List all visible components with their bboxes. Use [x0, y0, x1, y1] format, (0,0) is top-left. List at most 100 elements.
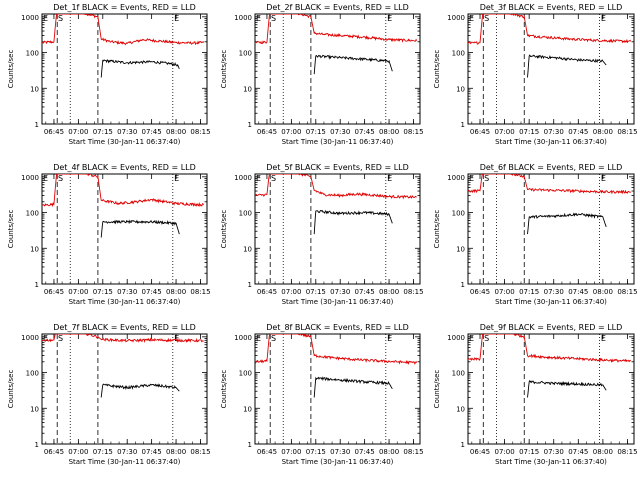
x-tick-label: 06:45 [470, 288, 490, 296]
y-axis-label: Counts/sec [7, 370, 15, 409]
y-tick-label: 10 [30, 405, 39, 413]
x-tick-label: 08:15 [403, 448, 423, 456]
x-tick-label: 07:45 [355, 128, 375, 136]
marker-label: E [387, 334, 392, 343]
y-axis-label: Counts/sec [433, 50, 441, 89]
lld-rate-line [468, 14, 632, 45]
chart-panel-7: Det_7f BLACK = Events, RED = LLD 1 10 100 10… [7, 323, 211, 466]
x-tick-label: 08:15 [190, 128, 210, 136]
events-rate-line [527, 54, 607, 78]
x-tick-label: 08:00 [166, 128, 186, 136]
y-axis-label: Counts/sec [7, 210, 15, 249]
y-tick-label: 1 [461, 441, 465, 449]
x-tick-label: 07:15 [519, 448, 539, 456]
y-tick-label: 10 [30, 245, 39, 253]
chart-title: Det_6f BLACK = Events, RED = LLD [480, 163, 623, 172]
y-tick-label: 100 [239, 50, 252, 58]
y-tick-label: 100 [452, 210, 465, 218]
x-tick-label: 07:00 [68, 128, 88, 136]
x-tick-label: 07:15 [93, 448, 113, 456]
plot-frame [467, 173, 635, 285]
marker-label: S [58, 14, 63, 23]
x-tick-label: 07:30 [544, 288, 564, 296]
y-tick-label: 100 [239, 370, 252, 378]
x-tick-label: 07:00 [494, 128, 514, 136]
x-tick-label: 07:45 [355, 288, 375, 296]
y-tick-label: 1 [248, 281, 252, 289]
lld-rate-line [255, 174, 417, 200]
plot-frame [254, 13, 421, 125]
x-tick-label: 07:00 [68, 288, 88, 296]
y-tick-label: 1 [461, 121, 465, 129]
chart-panel-2: Det_2f BLACK = Events, RED = LLD 1 10 100 10… [220, 3, 424, 146]
y-tick-label: 1000 [447, 174, 465, 182]
marker-label: S [271, 14, 276, 23]
y-axis-label: Counts/sec [7, 50, 15, 89]
y-tick-label: 1 [248, 121, 252, 129]
x-tick-label: 08:00 [593, 448, 613, 456]
x-tick-label: 07:45 [142, 288, 162, 296]
y-tick-label: 10 [456, 405, 465, 413]
y-tick-label: 1000 [447, 334, 465, 342]
x-tick-label: 07:00 [281, 128, 301, 136]
x-tick-label: 07:30 [117, 128, 137, 136]
y-tick-label: 1000 [21, 334, 39, 342]
x-tick-label: 06:45 [470, 128, 490, 136]
x-tick-label: 08:15 [190, 288, 210, 296]
chart-title: Det_7f BLACK = Events, RED = LLD [53, 323, 196, 332]
marker-label: E [601, 334, 606, 343]
x-tick-label: 07:45 [568, 448, 588, 456]
y-tick-label: 10 [243, 85, 252, 93]
x-tick-label: 06:45 [44, 288, 64, 296]
x-tick-label: 06:45 [470, 448, 490, 456]
marker-label: S [58, 174, 63, 183]
y-tick-label: 100 [452, 370, 465, 378]
marker-label: E [256, 334, 261, 343]
x-tick-label: 08:15 [403, 128, 423, 136]
x-tick-label: 06:45 [257, 128, 277, 136]
events-rate-line [313, 376, 393, 398]
marker-label: E [387, 174, 392, 183]
x-tick-label: 06:45 [44, 448, 64, 456]
x-tick-label: 07:30 [544, 448, 564, 456]
y-tick-label: 1 [35, 121, 39, 129]
y-tick-label: 100 [26, 370, 39, 378]
x-axis-label: Start Time (30-Jan-11 06:37:40) [69, 458, 181, 466]
chart-panel-1: Det_1f BLACK = Events, RED = LLD 1 10 100 10… [7, 3, 211, 146]
x-tick-label: 07:30 [330, 128, 350, 136]
x-tick-label: 08:00 [379, 288, 399, 296]
x-tick-label: 07:00 [281, 448, 301, 456]
x-tick-label: 08:15 [617, 288, 637, 296]
plot-frame [467, 333, 635, 445]
plot-frame [41, 333, 208, 445]
chart-panel-4: Det_4f BLACK = Events, RED = LLD 1 10 100 10… [7, 163, 211, 306]
x-tick-label: 07:30 [544, 128, 564, 136]
events-rate-line [100, 383, 180, 398]
x-axis-label: Start Time (30-Jan-11 06:37:40) [282, 458, 394, 466]
x-tick-label: 07:30 [330, 288, 350, 296]
y-tick-label: 1000 [234, 334, 252, 342]
x-tick-label: 07:15 [306, 128, 326, 136]
marker-label: E [174, 334, 179, 343]
x-axis-label: Start Time (30-Jan-11 06:37:40) [282, 298, 394, 306]
x-axis-label: Start Time (30-Jan-11 06:37:40) [282, 138, 394, 146]
y-tick-label: 1000 [234, 174, 252, 182]
x-axis-label: Start Time (30-Jan-11 06:37:40) [495, 298, 607, 306]
x-tick-label: 07:30 [117, 448, 137, 456]
marker-label: E [256, 174, 261, 183]
marker-label: S [271, 174, 276, 183]
x-tick-label: 07:30 [330, 448, 350, 456]
lld-rate-line [468, 334, 632, 363]
x-tick-label: 07:00 [494, 448, 514, 456]
marker-label: E [469, 334, 474, 343]
y-tick-label: 1000 [21, 174, 39, 182]
plot-frame [467, 13, 635, 125]
x-tick-label: 08:00 [593, 288, 613, 296]
chart-panel-6: Det_6f BLACK = Events, RED = LLD 1 10 100 10… [433, 163, 638, 306]
y-tick-label: 1 [461, 281, 465, 289]
marker-label: E [469, 14, 474, 23]
lld-rate-line [42, 334, 204, 344]
marker-label: E [469, 174, 474, 183]
y-axis-label: Counts/sec [433, 210, 441, 249]
